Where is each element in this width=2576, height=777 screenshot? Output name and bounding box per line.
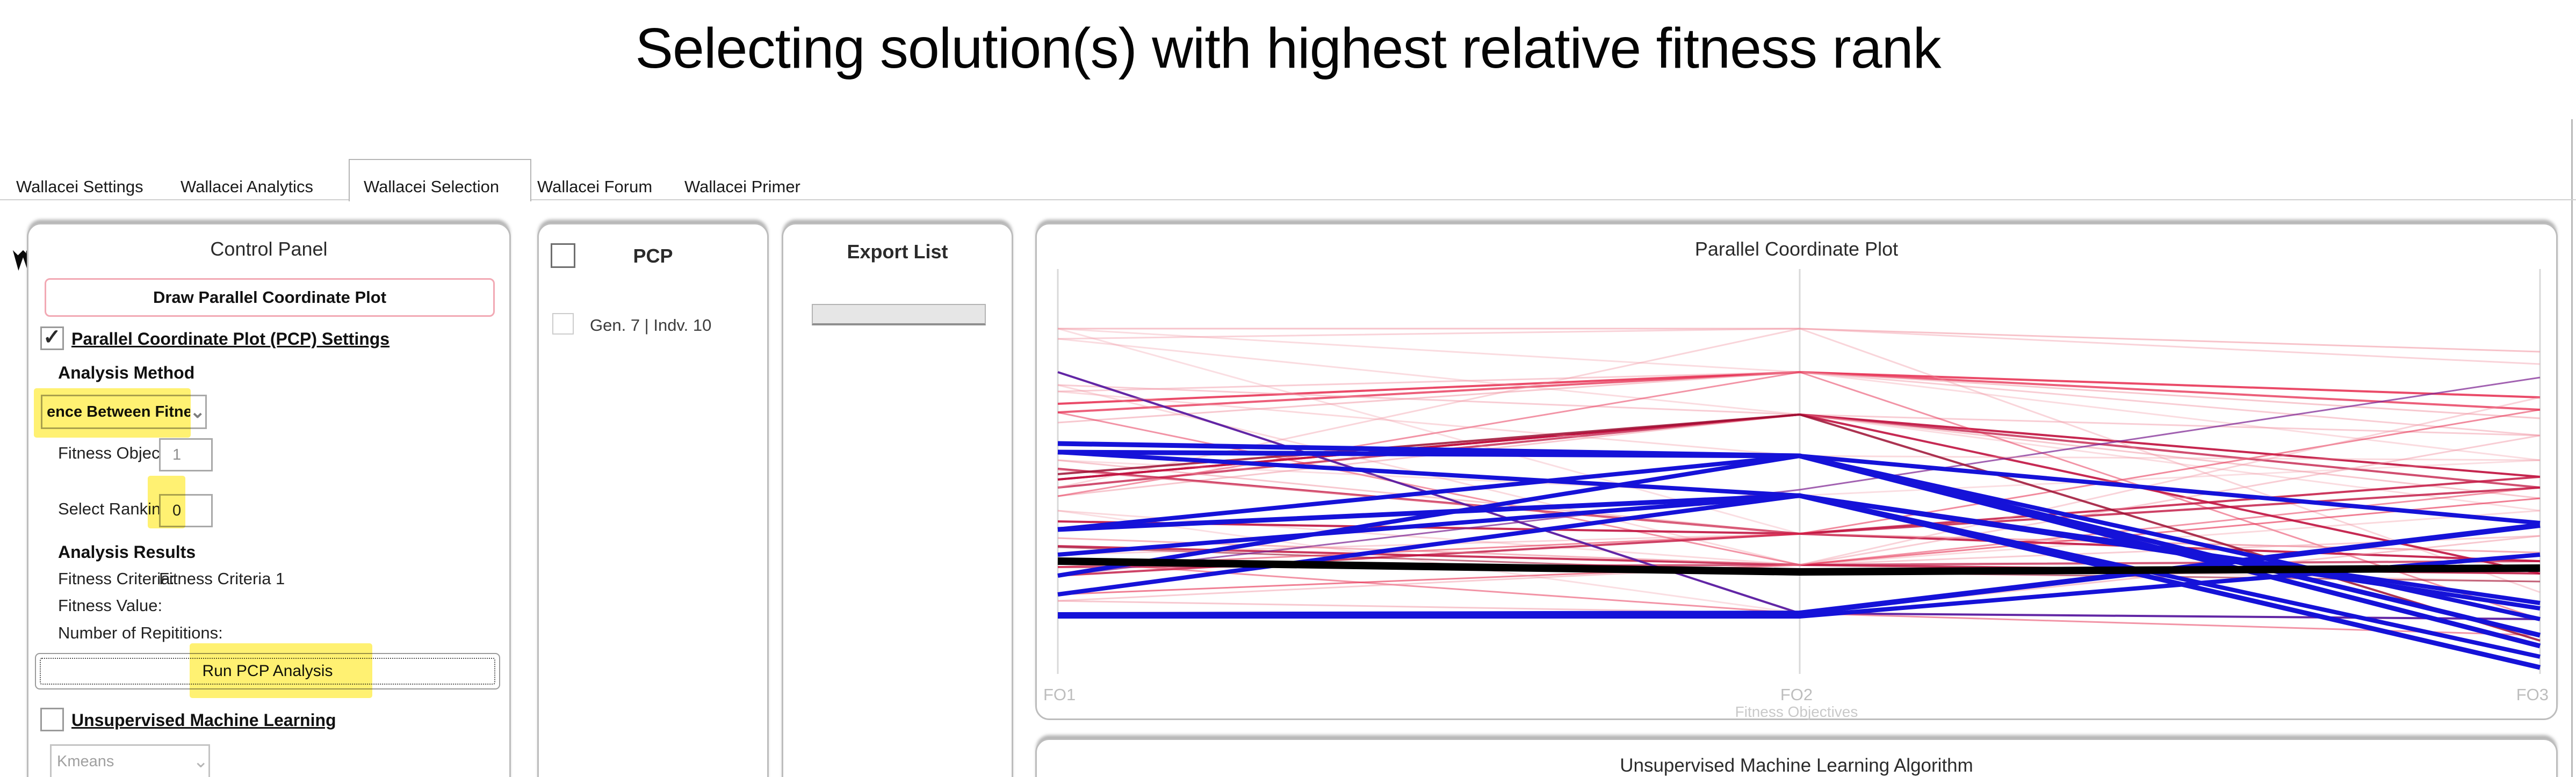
- select-ranking-label: Select Ranking: [58, 499, 170, 518]
- export-list-panel: Export List: [782, 223, 1013, 777]
- select-ranking-input[interactable]: 0: [159, 494, 213, 527]
- uml-algorithm-panel: Unsupervised Machine Learning Algorithm: [1035, 738, 2558, 777]
- window-titlebar: Wallacei X | An Evolutionary and Analyti…: [0, 119, 2576, 277]
- control-panel: Control Panel Draw Parallel Coordinate P…: [27, 223, 511, 777]
- pcp-list-header: PCP: [633, 245, 673, 267]
- run-pcp-analysis-label: Run PCP Analysis: [40, 658, 495, 685]
- analysis-method-dropdown[interactable]: ence Between Fitness Ranks ⌄: [41, 395, 207, 429]
- analysis-method-value: ence Between Fitness Ranks: [47, 403, 190, 420]
- uml-label: Unsupervised Machine Learning: [71, 710, 336, 730]
- slide-title: Selecting solution(s) with highest relat…: [635, 17, 1941, 80]
- control-panel-title: Control Panel: [210, 238, 328, 260]
- export-list-header: Export List: [847, 241, 948, 263]
- pcp-item-checkbox[interactable]: [552, 313, 574, 335]
- pcp-svg[interactable]: [1041, 265, 2556, 678]
- uml-algorithm-title: Unsupervised Machine Learning Algorithm: [1620, 755, 1973, 776]
- pcp-settings-label: Parallel Coordinate Plot (PCP) Settings: [71, 329, 390, 348]
- fitness-criteria-value: Fitness Criteria 1: [159, 569, 285, 588]
- pcp-list-panel: PCP Gen. 7 | Indv. 10: [537, 223, 769, 777]
- pcp-plot-panel: Parallel Coordinate Plot FO1 FO2 FO3 Fit…: [1035, 223, 2558, 720]
- pcp-select-all-checkbox[interactable]: [551, 243, 575, 268]
- uml-algorithm-value: Kmeans: [57, 752, 114, 770]
- tabstrip-separator: [0, 199, 2576, 200]
- plot-xlabel: Fitness Objectives: [1735, 703, 1858, 720]
- draw-pcp-button[interactable]: Draw Parallel Coordinate Plot: [45, 278, 495, 317]
- pcp-item-label: Gen. 7 | Indv. 10: [590, 316, 712, 335]
- tab-wallacei-analytics[interactable]: Wallacei Analytics: [181, 177, 313, 196]
- axis-label-fo2: FO2: [1780, 685, 1813, 704]
- axis-label-fo3: FO3: [2516, 685, 2549, 704]
- analysis-method-label: Analysis Method: [58, 363, 195, 382]
- tab-wallacei-forum[interactable]: Wallacei Forum: [537, 177, 653, 196]
- export-list-bar[interactable]: [812, 304, 986, 325]
- tab-wallacei-selection[interactable]: [349, 159, 531, 201]
- fitness-criteria-label: Fitness Criteria:: [58, 569, 175, 588]
- pcp-settings-checkbox[interactable]: ✓: [40, 326, 64, 350]
- uml-algorithm-dropdown[interactable]: Kmeans ⌄: [50, 744, 210, 777]
- fitness-value-label: Fitness Value:: [58, 596, 163, 615]
- window-right-border: [2571, 119, 2573, 777]
- tab-wallacei-primer[interactable]: Wallacei Primer: [684, 177, 800, 196]
- axis-label-fo1: FO1: [1043, 685, 1076, 704]
- run-pcp-analysis-button[interactable]: Run PCP Analysis: [35, 653, 500, 689]
- tab-wallacei-selection-label: Wallacei Selection: [364, 177, 500, 196]
- fitness-objective-input[interactable]: 1: [159, 438, 213, 471]
- tab-wallacei-settings[interactable]: Wallacei Settings: [16, 177, 143, 196]
- analysis-results-label: Analysis Results: [58, 542, 196, 562]
- repetitions-label: Number of Repititions:: [58, 623, 223, 642]
- check-icon: ✓: [43, 325, 61, 349]
- pcp-plot-title: Parallel Coordinate Plot: [1694, 238, 1899, 260]
- uml-checkbox[interactable]: [40, 708, 64, 731]
